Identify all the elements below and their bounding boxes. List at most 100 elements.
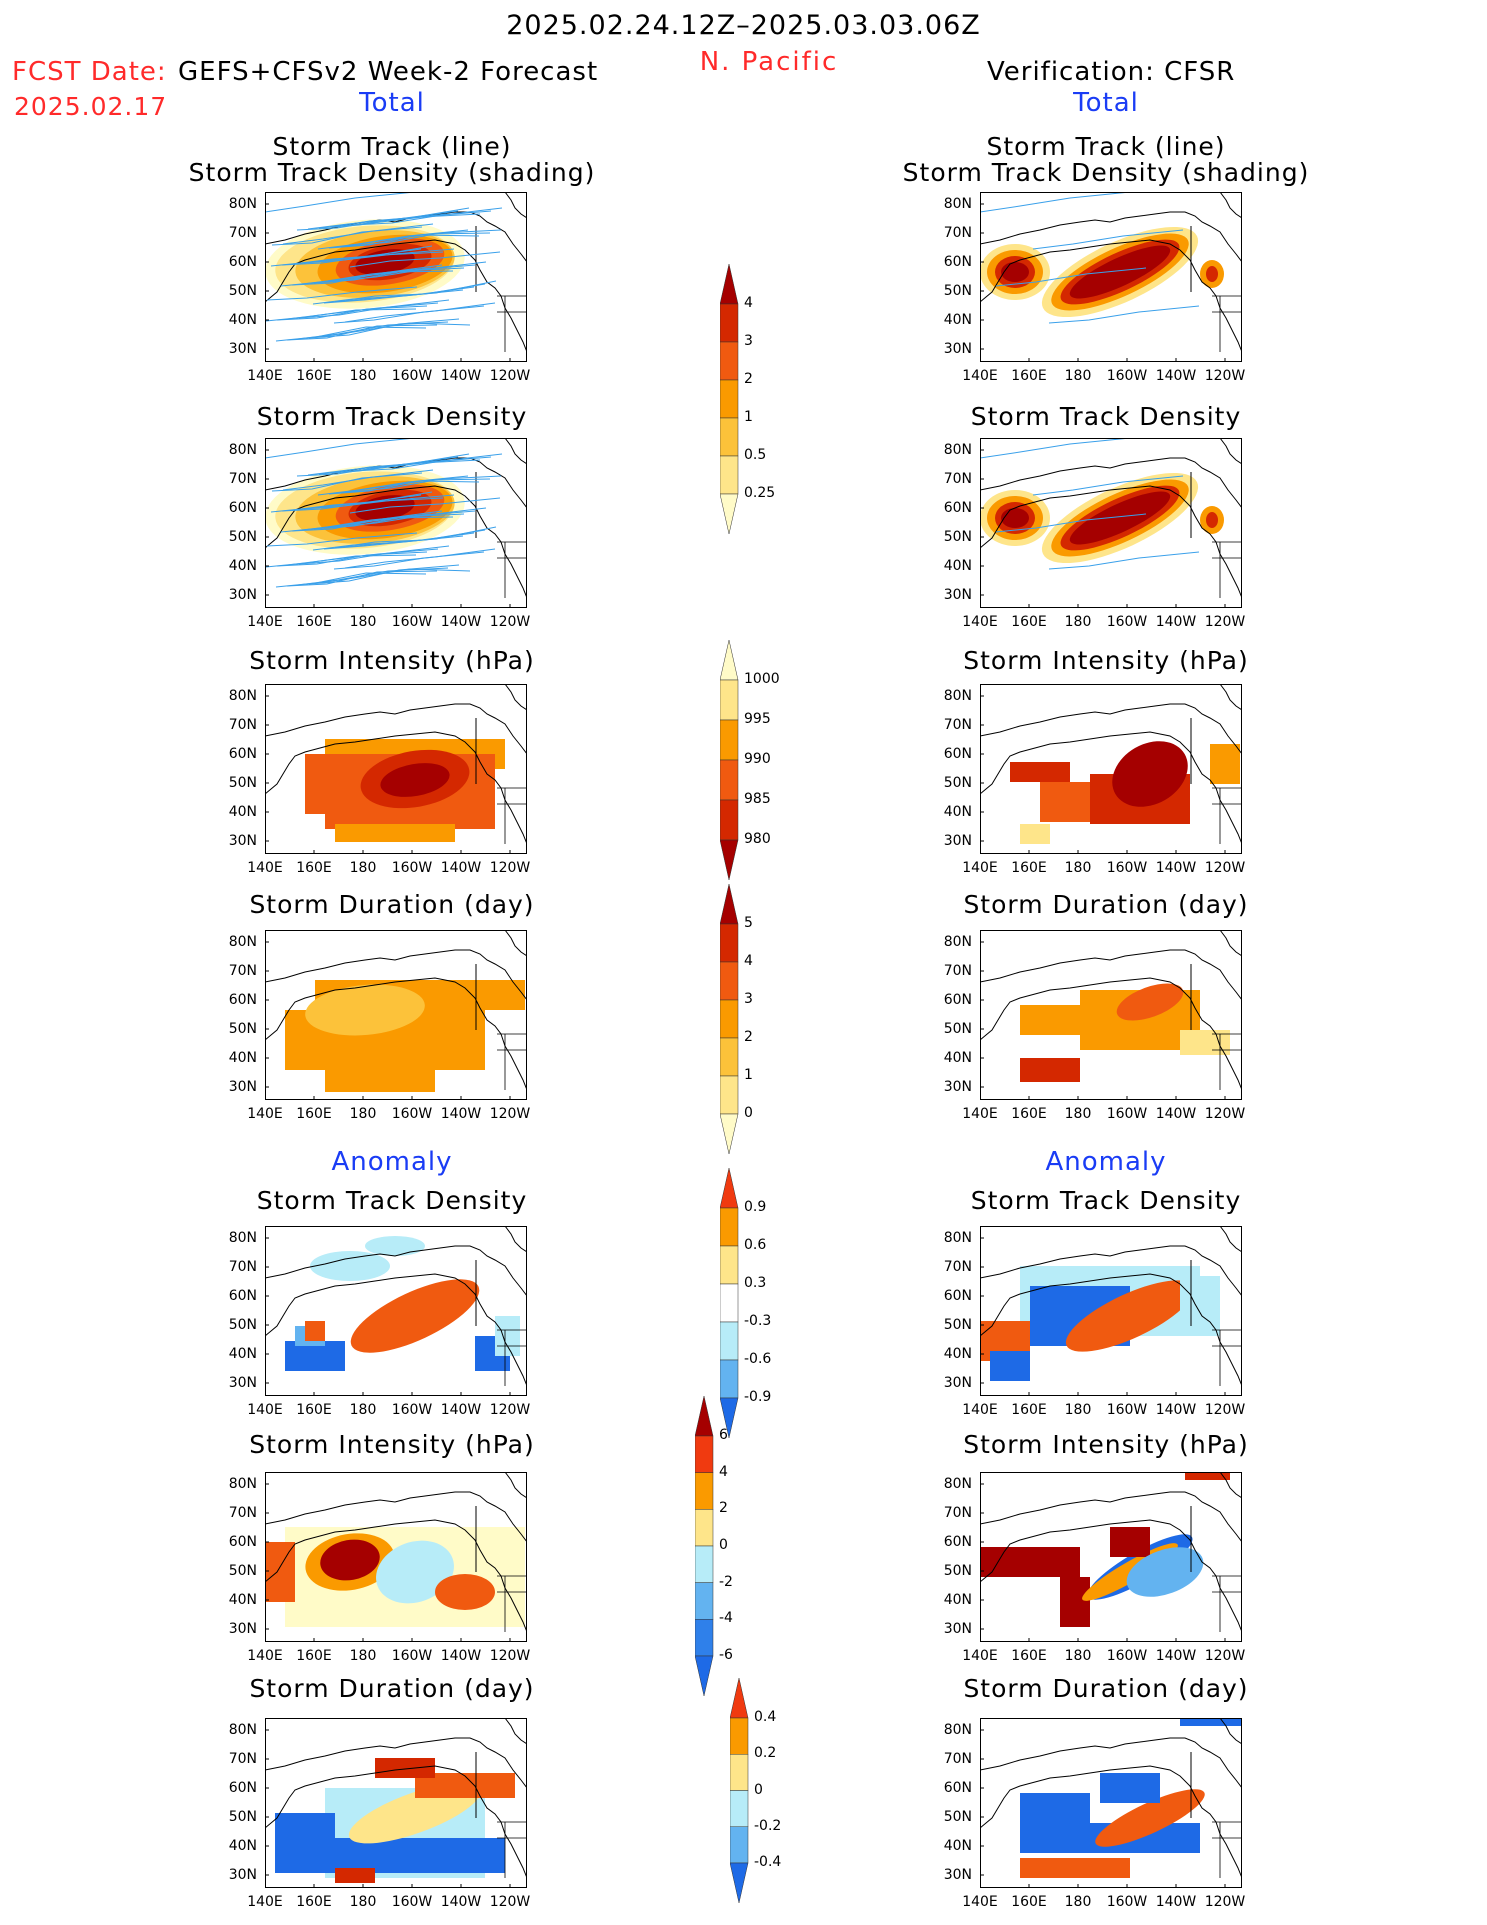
map-svg bbox=[265, 438, 527, 608]
lat-tick-label: 60N bbox=[228, 1780, 257, 1796]
lon-tick-label: 120W bbox=[489, 860, 531, 876]
colorbar-label: 1 bbox=[744, 1067, 753, 1083]
colorbar-label: 2 bbox=[744, 371, 753, 387]
colorbar-label: 1000 bbox=[744, 671, 780, 687]
colorbar-segment bbox=[695, 1435, 714, 1473]
colorbar-segment bbox=[720, 799, 739, 841]
colorbar-segment bbox=[720, 923, 739, 963]
lon-tick-label: 160W bbox=[391, 1106, 433, 1122]
colorbar-label: 0.9 bbox=[744, 1199, 767, 1215]
fcst-date-value: 2025.02.17 bbox=[14, 92, 168, 121]
lon-tick-label: 160W bbox=[391, 1648, 433, 1664]
lon-tick-label: 160W bbox=[391, 614, 433, 630]
lat-tick-label: 80N bbox=[228, 688, 257, 704]
colorbar-segment bbox=[695, 1509, 714, 1547]
colorbar-label: -0.9 bbox=[744, 1389, 772, 1405]
lat-tick-label: 70N bbox=[943, 1751, 972, 1767]
lat-tick-label: 40N bbox=[943, 312, 972, 328]
map-svg bbox=[265, 930, 527, 1100]
lat-tick-label: 30N bbox=[943, 1375, 972, 1391]
lat-tick-label: 70N bbox=[228, 1751, 257, 1767]
lat-tick-label: 30N bbox=[228, 1375, 257, 1391]
lat-tick-label: 60N bbox=[228, 254, 257, 270]
lon-tick-label: 160E bbox=[296, 1106, 332, 1122]
lat-tick-label: 70N bbox=[943, 1259, 972, 1275]
lat-tick-label: 80N bbox=[228, 1722, 257, 1738]
map-svg bbox=[980, 438, 1242, 608]
lat-tick-label: 50N bbox=[228, 1563, 257, 1579]
lon-tick-label: 140E bbox=[247, 1402, 283, 1418]
row6-title-left: Storm Intensity (hPa) bbox=[249, 1430, 535, 1459]
lon-tick-label: 180 bbox=[349, 614, 377, 630]
colorbar-label: 4 bbox=[719, 1463, 728, 1480]
section-anomaly-right: Anomaly bbox=[1045, 1147, 1167, 1177]
lat-tick-label: 30N bbox=[943, 341, 972, 357]
lon-tick-label: 140E bbox=[247, 614, 283, 630]
lat-tick-label: 30N bbox=[228, 1621, 257, 1637]
lat-tick-label: 70N bbox=[943, 1505, 972, 1521]
colorbar-segment bbox=[695, 1472, 714, 1510]
lon-tick-label: 160W bbox=[1106, 1106, 1148, 1122]
colorbar-segment bbox=[720, 1168, 739, 1209]
lon-tick-label: 120W bbox=[489, 1648, 531, 1664]
lat-tick-label: 30N bbox=[228, 587, 257, 603]
colorbar-segment bbox=[720, 1207, 739, 1247]
lat-tick-label: 60N bbox=[943, 500, 972, 516]
colorbar-label: 2 bbox=[744, 1029, 753, 1045]
colorbar-segment bbox=[730, 1678, 749, 1719]
lat-tick-label: 70N bbox=[228, 1505, 257, 1521]
lat-tick-label: 30N bbox=[228, 341, 257, 357]
lon-tick-label: 180 bbox=[349, 1648, 377, 1664]
lat-tick-label: 50N bbox=[228, 1809, 257, 1825]
lon-tick-label: 140E bbox=[247, 860, 283, 876]
lat-tick-label: 50N bbox=[228, 775, 257, 791]
lat-tick-label: 80N bbox=[228, 442, 257, 458]
lon-tick-label: 140E bbox=[962, 1402, 998, 1418]
lat-tick-label: 70N bbox=[943, 225, 972, 241]
lon-tick-label: 180 bbox=[1064, 368, 1092, 384]
row2-title-left: Storm Track Density bbox=[256, 402, 528, 431]
section-total-right: Total bbox=[1073, 88, 1139, 118]
lat-tick-label: 60N bbox=[943, 992, 972, 1008]
lon-tick-label: 140E bbox=[247, 1106, 283, 1122]
lat-tick-label: 50N bbox=[943, 529, 972, 545]
lon-tick-label: 120W bbox=[1204, 860, 1246, 876]
lon-tick-label: 180 bbox=[349, 368, 377, 384]
row5-title-left: Storm Track Density bbox=[256, 1186, 528, 1215]
lat-tick-label: 80N bbox=[943, 442, 972, 458]
lon-tick-label: 180 bbox=[349, 1106, 377, 1122]
lon-tick-label: 140W bbox=[440, 1894, 482, 1910]
map-svg bbox=[980, 1718, 1242, 1888]
map-svg bbox=[980, 684, 1242, 854]
colorbar-label: 0.5 bbox=[744, 447, 767, 463]
lon-tick-label: 160E bbox=[1011, 614, 1047, 630]
lat-tick-label: 30N bbox=[228, 833, 257, 849]
lat-tick-label: 50N bbox=[228, 1021, 257, 1037]
lon-tick-label: 180 bbox=[1064, 1648, 1092, 1664]
lon-tick-label: 180 bbox=[1064, 1402, 1092, 1418]
colorbar-label: 0.2 bbox=[754, 1745, 777, 1762]
lon-tick-label: 140E bbox=[247, 368, 283, 384]
colorbar-density bbox=[720, 264, 739, 534]
lon-tick-label: 160E bbox=[1011, 368, 1047, 384]
lat-tick-label: 40N bbox=[228, 1050, 257, 1066]
colorbar-label: 3 bbox=[744, 333, 753, 349]
page-title: 2025.02.24.12Z–2025.03.03.06Z bbox=[506, 10, 981, 41]
lat-tick-label: 40N bbox=[228, 1592, 257, 1608]
lat-tick-label: 80N bbox=[228, 196, 257, 212]
lon-tick-label: 180 bbox=[1064, 860, 1092, 876]
lon-tick-label: 160E bbox=[296, 1402, 332, 1418]
lat-tick-label: 30N bbox=[943, 1867, 972, 1883]
lat-tick-label: 80N bbox=[943, 1230, 972, 1246]
colorbar-label: -0.3 bbox=[744, 1313, 772, 1329]
lat-tick-label: 80N bbox=[228, 934, 257, 950]
lat-tick-label: 70N bbox=[943, 717, 972, 733]
colorbar-segment bbox=[730, 1754, 749, 1791]
lon-tick-label: 140E bbox=[962, 1894, 998, 1910]
colorbar-segment bbox=[720, 884, 739, 925]
lon-tick-label: 180 bbox=[1064, 1106, 1092, 1122]
lat-tick-label: 70N bbox=[228, 1259, 257, 1275]
map-panel-r6-fcst: 80N 70N 60N 50N 40N 30N 140E 160E 180 160W 140W 120… bbox=[229, 1472, 530, 1664]
lat-tick-label: 50N bbox=[228, 1317, 257, 1333]
map-panel-r4-fcst: 80N 70N 60N 50N 40N 30N 140E 160E 180 160W 140W 120… bbox=[229, 930, 530, 1122]
